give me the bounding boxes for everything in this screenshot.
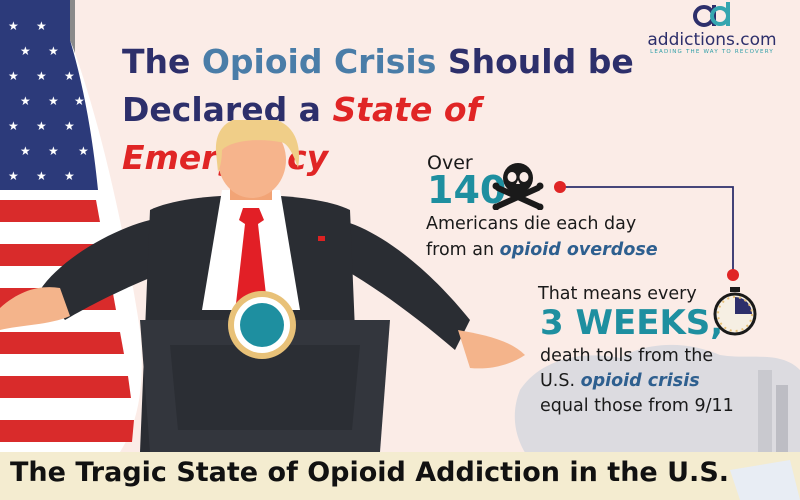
footer-title: The Tragic State of Opioid Addiction in …: [10, 457, 730, 488]
svg-text:★: ★: [64, 69, 75, 83]
stat-deaths-number: 140: [427, 168, 507, 212]
svg-text:★: ★: [74, 94, 85, 108]
stat-weeks-line2: U.S. opioid crisis: [540, 371, 700, 391]
svg-text:★: ★: [20, 44, 31, 58]
svg-text:★: ★: [8, 119, 19, 133]
brand-tagline: LEADING THE WAY TO RECOVERY: [650, 49, 774, 55]
svg-text:★: ★: [36, 119, 47, 133]
headline-line1: The Opioid Crisis Should be: [122, 42, 634, 81]
svg-text:★: ★: [64, 119, 75, 133]
headline-highlight: Opioid Crisis: [201, 42, 437, 81]
svg-text:★: ★: [36, 69, 47, 83]
speaker-illustration: [0, 120, 525, 452]
brand-logo[interactable]: addictions.com LEADING THE WAY TO RECOVE…: [632, 2, 792, 55]
svg-text:★: ★: [36, 169, 47, 183]
svg-text:★: ★: [8, 169, 19, 183]
svg-text:★: ★: [64, 169, 75, 183]
svg-text:★: ★: [48, 94, 59, 108]
skull-crossbones-icon: [492, 163, 544, 210]
brand-name: addictions.com: [647, 30, 777, 50]
footer-bar: [0, 452, 800, 500]
logo-mark-icon: [693, 2, 730, 27]
footer-paper-decoration: [730, 460, 800, 500]
stat-opioid-crisis: opioid crisis: [580, 371, 700, 391]
stat-over-label: Over: [427, 152, 473, 174]
stat-intro: That means every: [538, 284, 697, 304]
map-silhouette: [514, 344, 800, 460]
stat-weeks-number: 3 WEEKS,: [540, 303, 724, 343]
stopwatch-icon: [713, 287, 757, 336]
stat-weeks-line1: death tolls from the: [540, 346, 714, 366]
stat-deaths-line1: Americans die each day: [426, 214, 637, 234]
stat-weeks-line3: equal those from 9/11: [540, 396, 734, 416]
svg-text:★: ★: [20, 144, 31, 158]
stat-opioid-overdose: opioid overdose: [499, 240, 658, 260]
svg-text:★: ★: [8, 19, 19, 33]
svg-text:★: ★: [78, 144, 89, 158]
svg-text:★: ★: [20, 94, 31, 108]
stat-deaths-line2: from an opioid overdose: [426, 240, 658, 260]
svg-text:★: ★: [8, 69, 19, 83]
svg-text:★: ★: [48, 144, 59, 158]
svg-text:★: ★: [36, 19, 47, 33]
svg-text:★: ★: [48, 44, 59, 58]
timeline-connector: [554, 181, 739, 281]
